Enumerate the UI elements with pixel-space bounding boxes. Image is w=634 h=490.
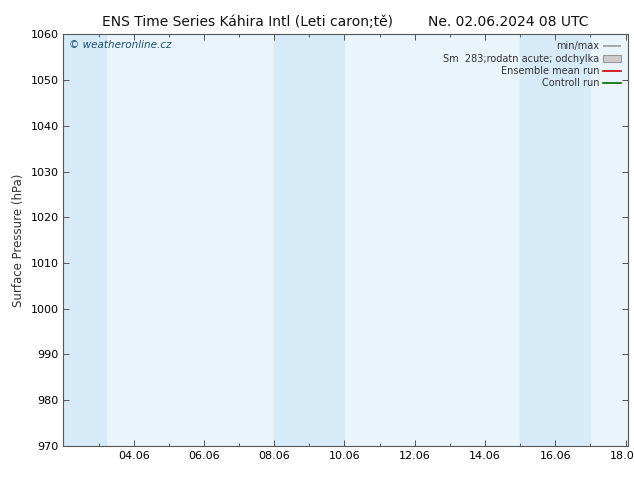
Title: ENS Time Series Káhira Intl (Leti caron;tě)        Ne. 02.06.2024 08 UTC: ENS Time Series Káhira Intl (Leti caron;… <box>102 15 589 29</box>
Bar <box>520 34 590 446</box>
Legend: min/max, Sm  283;rodatn acute; odchylka, Ensemble mean run, Controll run: min/max, Sm 283;rodatn acute; odchylka, … <box>441 39 623 90</box>
Text: © weatheronline.cz: © weatheronline.cz <box>69 41 172 50</box>
Bar <box>63 34 106 446</box>
Y-axis label: Surface Pressure (hPa): Surface Pressure (hPa) <box>12 173 25 307</box>
Bar <box>275 34 344 446</box>
